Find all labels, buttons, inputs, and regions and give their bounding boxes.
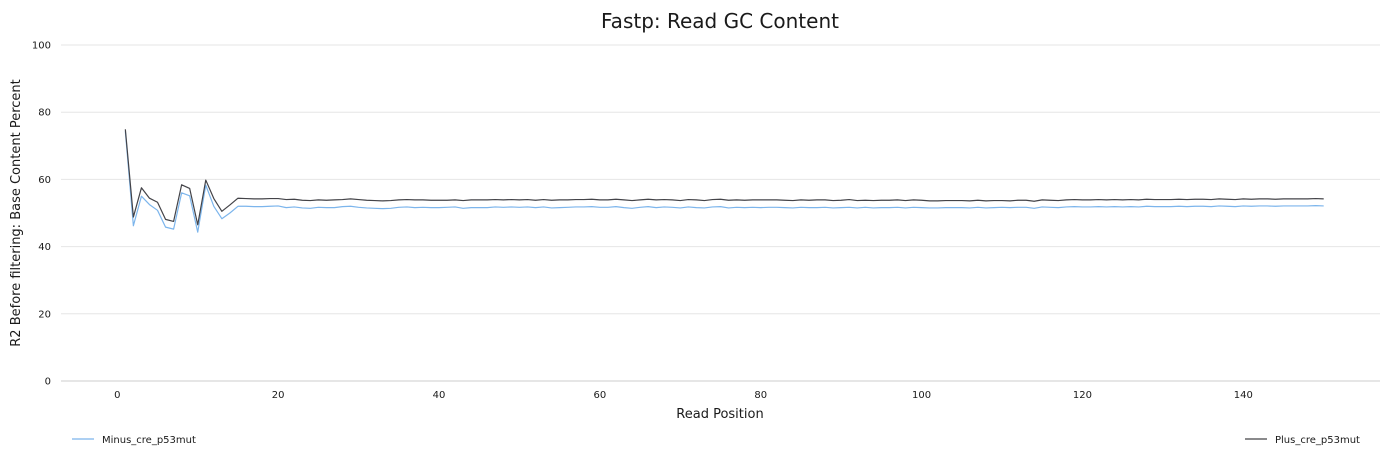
series-line-Minus_cre_p53mut[interactable]: [124, 131, 1324, 233]
series-lines: [124, 129, 1324, 233]
legend-label: Plus_cre_p53mut: [1275, 435, 1360, 446]
x-tick-label: 60: [593, 390, 606, 401]
y-axis-ticks: 0 20 40 60 80 100: [32, 41, 51, 388]
x-axis-title: Read Position: [676, 407, 763, 422]
y-tick-label: 0: [45, 377, 51, 388]
y-tick-label: 60: [38, 175, 51, 186]
legend-item[interactable]: Minus_cre_p53mut: [72, 435, 196, 446]
x-axis-ticks: 0 20 40 60 80 100 120 140: [114, 390, 1253, 401]
series-line-Plus_cre_p53mut[interactable]: [124, 129, 1324, 226]
y-axis-title: R2 Before filtering: Base Content Percen…: [9, 79, 24, 346]
y-tick-label: 100: [32, 41, 51, 52]
gridlines: [61, 44, 1380, 382]
x-tick-label: 120: [1073, 390, 1092, 401]
y-tick-label: 80: [38, 108, 51, 119]
y-tick-label: 40: [38, 242, 51, 253]
x-tick-label: 80: [754, 390, 767, 401]
x-tick-label: 100: [912, 390, 931, 401]
x-tick-label: 140: [1234, 390, 1253, 401]
y-tick-label: 20: [38, 309, 51, 320]
chart-title: Fastp: Read GC Content: [601, 9, 839, 33]
legend: Minus_cre_p53mut Plus_cre_p53mut: [72, 435, 1360, 446]
legend-item[interactable]: Plus_cre_p53mut: [1245, 435, 1360, 446]
x-tick-label: 0: [114, 390, 120, 401]
x-tick-label: 20: [272, 390, 285, 401]
x-tick-label: 40: [433, 390, 446, 401]
legend-label: Minus_cre_p53mut: [102, 435, 196, 446]
